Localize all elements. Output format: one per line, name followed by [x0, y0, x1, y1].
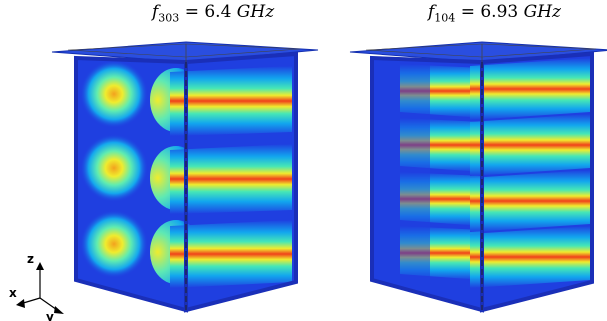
axis-y-label: y	[46, 310, 54, 321]
mode-1-index: 303	[158, 11, 180, 25]
mode-1-right-stripes	[170, 66, 292, 288]
mode-2-title: f104 = 6.93 GHz	[428, 2, 561, 24]
axis-x-label: x	[9, 286, 17, 300]
axis-z-label: z	[27, 252, 34, 266]
mode-1-value: = 6.4	[179, 2, 237, 22]
mode-1-freq-var: f	[152, 2, 159, 22]
axis-triad: z x y	[9, 252, 64, 321]
mode-2-value: = 6.93	[455, 2, 524, 22]
mode-1-field-plot	[51, 41, 319, 313]
mode-2-field-plot	[349, 41, 607, 313]
mode-2-unit: GHz	[523, 2, 561, 22]
mode-2-left-stripes	[372, 58, 482, 280]
mode-2-index: 104	[434, 11, 456, 25]
mode-2-freq-var: f	[428, 2, 435, 22]
mode-1-title: f303 = 6.4 GHz	[152, 2, 274, 24]
mode-1-unit: GHz	[236, 2, 275, 22]
mode-2-right-stripes	[470, 58, 590, 288]
